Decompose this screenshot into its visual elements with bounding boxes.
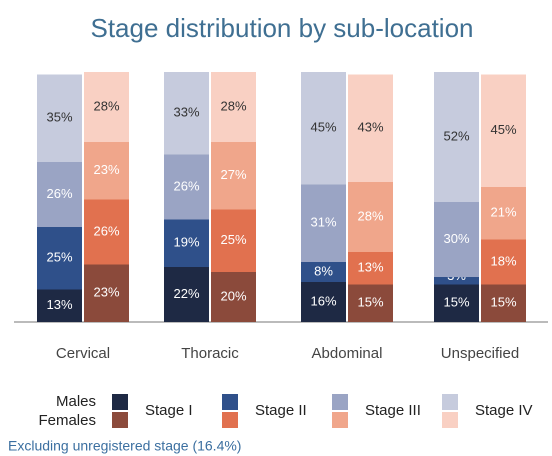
legend-swatch	[442, 394, 458, 410]
bar-segment	[301, 282, 346, 322]
data-label: 45%	[310, 120, 336, 135]
bar-segment	[84, 142, 129, 200]
legend-label: Stage II	[255, 402, 307, 419]
data-label: 30%	[443, 231, 469, 246]
bar-segment	[164, 154, 209, 220]
bar-segment	[348, 284, 393, 322]
data-label: 28%	[93, 98, 119, 113]
bar-segment	[84, 72, 129, 142]
bar-segment	[84, 264, 129, 322]
data-label: 28%	[220, 98, 246, 113]
x-tick-label: Cervical	[56, 345, 110, 362]
bar-segment	[481, 74, 526, 187]
bar-segment	[37, 227, 82, 290]
bar-segment	[481, 239, 526, 285]
data-label: 19%	[173, 235, 199, 250]
data-label: 25%	[220, 232, 246, 247]
bar-segment	[84, 199, 129, 265]
bar-segment	[164, 267, 209, 322]
data-label: 13%	[46, 297, 72, 312]
bar-segment	[37, 289, 82, 322]
data-label: 45%	[490, 122, 516, 137]
data-label: 15%	[490, 295, 516, 310]
bar-segment	[301, 262, 346, 282]
bar-segment	[37, 162, 82, 227]
bar-segment	[301, 184, 346, 262]
legend-label: Stage IV	[475, 402, 533, 419]
bar-segment	[211, 72, 256, 142]
data-label: 28%	[357, 208, 383, 223]
data-label: 25%	[46, 250, 72, 265]
x-tick-label: Abdominal	[312, 345, 383, 362]
data-label: 31%	[310, 215, 336, 230]
x-tick-label: Unspecified	[441, 345, 519, 362]
data-label: 35%	[46, 110, 72, 125]
bar-segment	[348, 74, 393, 182]
bar-segment	[348, 252, 393, 285]
bar-segment	[348, 182, 393, 252]
data-label: 26%	[93, 223, 119, 238]
bar-segment	[164, 219, 209, 267]
bar-segment	[481, 284, 526, 322]
data-label: 15%	[357, 295, 383, 310]
legend-swatch	[112, 412, 128, 428]
legend-group-label: Males	[56, 393, 96, 410]
data-label: 8%	[314, 263, 333, 278]
data-label: 18%	[490, 253, 516, 268]
bar-segment	[481, 187, 526, 240]
bar-segment	[434, 277, 479, 285]
legend-swatch	[222, 394, 238, 410]
bar-segment	[37, 74, 82, 162]
bar-segment	[434, 284, 479, 322]
bar-segment	[164, 72, 209, 155]
bar-segment	[434, 72, 479, 202]
bar-segment	[434, 202, 479, 277]
legend-group-label: Females	[38, 412, 96, 429]
legend-swatch	[112, 394, 128, 410]
data-label: 21%	[490, 205, 516, 220]
data-label: 22%	[173, 286, 199, 301]
data-label: 26%	[173, 178, 199, 193]
data-label: 27%	[220, 167, 246, 182]
legend-swatch	[222, 412, 238, 428]
data-label: 33%	[173, 105, 199, 120]
bar-segment	[211, 272, 256, 322]
legend-label: Stage I	[145, 402, 193, 419]
data-label: 52%	[443, 128, 469, 143]
legend-swatch	[332, 394, 348, 410]
data-label: 23%	[93, 285, 119, 300]
x-tick-label: Thoracic	[181, 345, 239, 362]
legend-swatch	[442, 412, 458, 428]
data-label: 43%	[357, 120, 383, 135]
data-label: 20%	[220, 288, 246, 303]
data-label: 15%	[443, 295, 469, 310]
chart-title: Stage distribution by sub-location	[90, 13, 473, 43]
bar-segment	[211, 209, 256, 272]
data-label: 26%	[46, 186, 72, 201]
legend-swatch	[332, 412, 348, 428]
bar-segment	[301, 72, 346, 185]
data-label: 16%	[310, 293, 336, 308]
bar-segment	[211, 142, 256, 210]
footnote: Excluding unregistered stage (16.4%)	[8, 438, 241, 454]
data-label: 23%	[93, 162, 119, 177]
legend-label: Stage III	[365, 402, 421, 419]
data-label: 13%	[357, 260, 383, 275]
